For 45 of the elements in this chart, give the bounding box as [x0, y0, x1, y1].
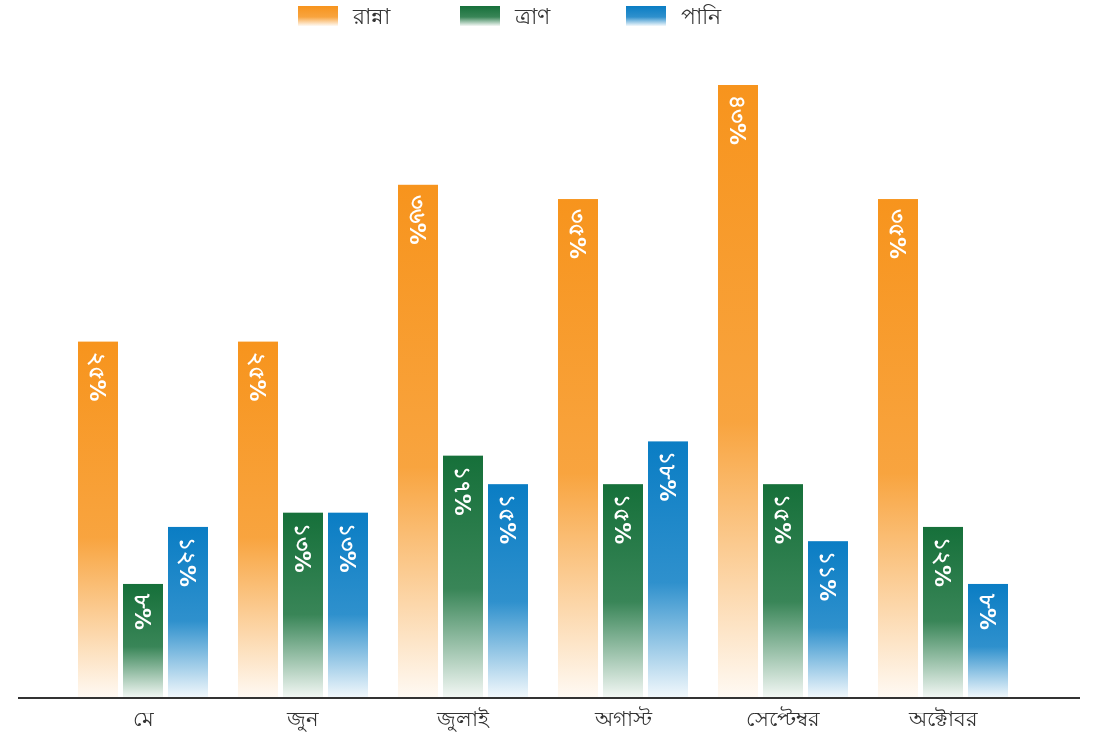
bar [878, 199, 918, 698]
legend-label: রান্না [352, 3, 391, 29]
bar [238, 341, 278, 698]
bar [808, 541, 848, 698]
data-label: ৮% [975, 592, 1001, 630]
bar [488, 484, 528, 698]
bar [168, 526, 208, 698]
bar [443, 455, 483, 698]
x-tick-label: মে [132, 707, 154, 731]
data-label: ১৭% [450, 465, 476, 516]
bar [648, 441, 688, 698]
bar [968, 583, 1008, 698]
x-tick-label: অক্টোবর [907, 707, 978, 731]
bar [398, 184, 438, 698]
data-label: ১৫% [495, 494, 521, 545]
data-label: ৩৬% [405, 194, 431, 245]
bar [78, 341, 118, 698]
data-label: ১৩% [290, 522, 316, 573]
bar [718, 85, 758, 698]
bar [283, 512, 323, 698]
data-label: ১১% [815, 551, 841, 602]
data-label: ৮% [130, 592, 156, 630]
bar [328, 512, 368, 698]
bar [923, 526, 963, 698]
data-label: ২৫% [245, 351, 271, 402]
data-label: ১২% [175, 536, 201, 587]
data-label: ১২% [930, 536, 956, 587]
legend-label: ত্রাণ [514, 3, 551, 29]
data-label: ৩৫% [565, 209, 591, 260]
data-label: ১৮% [655, 451, 681, 502]
x-tick-label: সেপ্টেম্বর [746, 706, 820, 731]
x-tick-label: জুন [286, 707, 319, 732]
bar [603, 484, 643, 698]
bar [558, 199, 598, 698]
data-label: ২৫% [85, 351, 111, 402]
bar [123, 583, 163, 698]
data-label: ৪৩% [725, 95, 751, 146]
data-label: ৩৫% [885, 209, 911, 260]
x-tick-label: জুলাই [436, 707, 490, 732]
legend-label: পানি [681, 3, 722, 29]
x-tick-label: অগাস্ট [593, 706, 653, 731]
bar [763, 484, 803, 698]
data-label: ১৩% [335, 522, 361, 573]
data-label: ১৫% [610, 494, 636, 545]
data-label: ১৫% [770, 494, 796, 545]
